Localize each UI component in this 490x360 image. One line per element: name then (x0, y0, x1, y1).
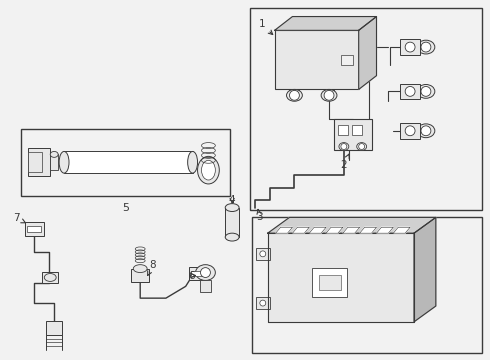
Polygon shape (343, 227, 360, 233)
Polygon shape (414, 217, 436, 322)
Polygon shape (393, 227, 410, 233)
Ellipse shape (133, 265, 147, 273)
Bar (24, 222, 44, 236)
Bar (341, 55, 353, 65)
Bar (64, 152, 193, 173)
Polygon shape (276, 227, 293, 233)
Text: 1: 1 (259, 19, 273, 35)
Circle shape (341, 144, 347, 149)
Ellipse shape (44, 274, 56, 282)
Polygon shape (268, 217, 436, 233)
Circle shape (260, 300, 266, 306)
Circle shape (324, 90, 334, 100)
Polygon shape (275, 17, 376, 30)
Ellipse shape (225, 233, 239, 241)
Bar (191, 271, 204, 276)
Polygon shape (309, 227, 326, 233)
Text: 2: 2 (341, 154, 349, 170)
Polygon shape (326, 227, 343, 233)
Ellipse shape (225, 204, 239, 212)
Circle shape (421, 42, 431, 52)
Bar (400, 84, 420, 99)
Circle shape (260, 251, 266, 257)
Ellipse shape (197, 156, 220, 184)
Polygon shape (376, 227, 393, 233)
Bar (250, 8, 482, 210)
Circle shape (200, 267, 210, 278)
Text: 4: 4 (229, 195, 236, 205)
Circle shape (405, 86, 415, 96)
Ellipse shape (287, 89, 302, 101)
Text: 3: 3 (257, 210, 263, 222)
Bar (189, 267, 206, 280)
Bar (256, 248, 270, 260)
Bar (28, 148, 50, 176)
Circle shape (421, 126, 431, 136)
Bar (312, 267, 347, 297)
Bar (338, 125, 348, 135)
Polygon shape (268, 233, 414, 322)
Bar (275, 30, 359, 89)
Circle shape (290, 90, 299, 100)
Circle shape (405, 126, 415, 136)
Text: 8: 8 (147, 260, 156, 275)
Bar (256, 297, 270, 309)
Ellipse shape (201, 160, 215, 180)
Ellipse shape (339, 143, 349, 150)
Text: 7: 7 (13, 213, 25, 224)
Text: 6: 6 (188, 270, 196, 280)
Bar (42, 271, 58, 283)
Bar (400, 123, 420, 139)
Polygon shape (360, 227, 376, 233)
Bar (400, 39, 420, 55)
Circle shape (405, 42, 415, 52)
Bar (28, 152, 42, 172)
Bar (46, 321, 62, 334)
Bar (319, 275, 341, 290)
Bar (50, 154, 58, 170)
Ellipse shape (59, 152, 69, 173)
Ellipse shape (417, 40, 435, 54)
Bar (21, 129, 230, 196)
Bar (27, 226, 41, 232)
Ellipse shape (50, 152, 58, 157)
Circle shape (421, 86, 431, 96)
Ellipse shape (417, 85, 435, 98)
Bar (199, 280, 211, 292)
Bar (225, 208, 239, 237)
Polygon shape (293, 227, 309, 233)
Polygon shape (359, 17, 376, 89)
Ellipse shape (357, 143, 367, 150)
Bar (252, 217, 482, 353)
Bar (352, 125, 362, 135)
Ellipse shape (417, 124, 435, 138)
Bar (131, 269, 149, 282)
Ellipse shape (188, 152, 197, 173)
Bar (334, 119, 371, 150)
Text: 5: 5 (122, 203, 129, 212)
Circle shape (359, 144, 365, 149)
Ellipse shape (196, 265, 215, 280)
Ellipse shape (321, 89, 337, 101)
